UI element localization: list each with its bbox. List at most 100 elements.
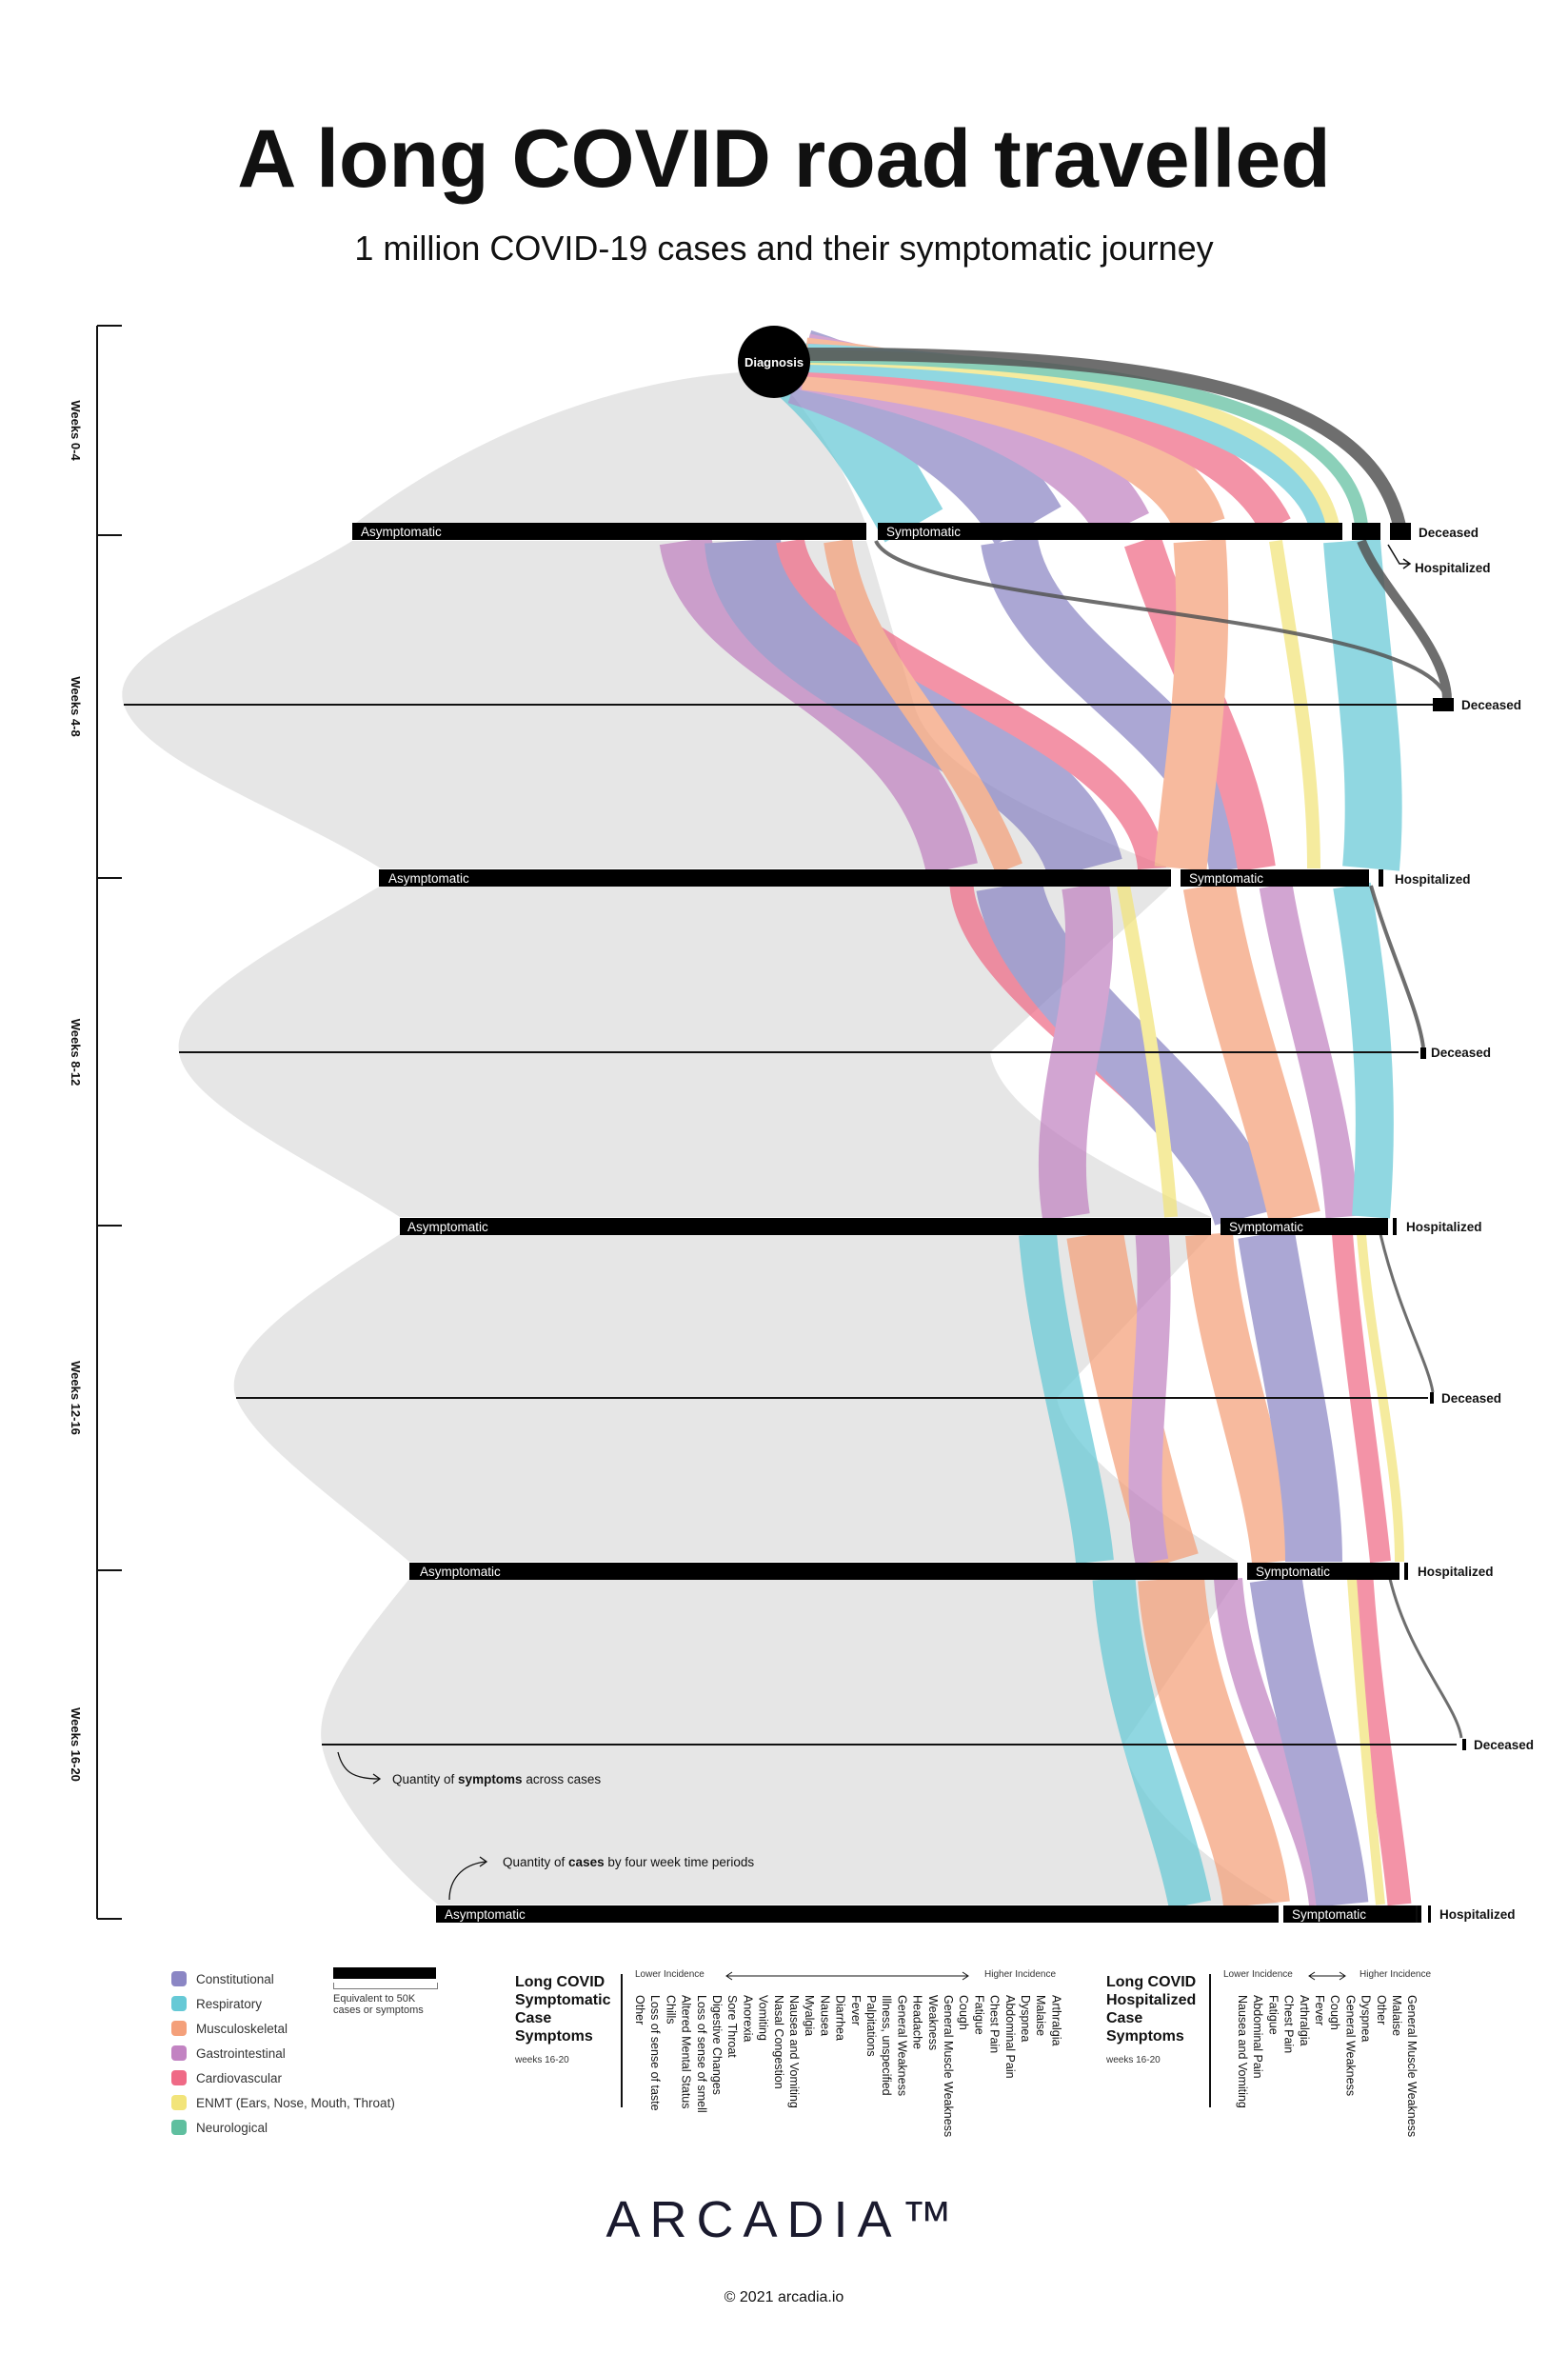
asymptomatic-bar (379, 869, 1171, 887)
symptom-name: Arthralgia (1049, 1995, 1063, 2046)
symptomatic-bar (1247, 1563, 1399, 1580)
deceased-label: Deceased (1461, 698, 1521, 712)
timeline-axis (96, 325, 122, 1920)
symptom-name: Malaise (1390, 1995, 1403, 2037)
symptomatic-label: Symptomatic (886, 525, 961, 539)
period-labels: Weeks 0-4 Weeks 4-8 Weeks 8-12 Weeks 12-… (69, 400, 83, 1782)
hospitalized-bar (1428, 1905, 1431, 1923)
hospitalized-list-heading: Long COVID Hospitalized Case Symptoms we… (1106, 1974, 1197, 2065)
symptom-name: Diarrhea (833, 1995, 847, 2041)
symptom-name: Abdominal Pain (1251, 1995, 1265, 2079)
symptomatic-bar (878, 523, 1342, 540)
symptom-name: Anorexia (741, 1995, 755, 2043)
page-subtitle: 1 million COVID-19 cases and their sympt… (354, 229, 1214, 268)
legend-item: Neurological (171, 2115, 395, 2140)
hospitalized-list-rule (1209, 1974, 1211, 2107)
deceased-bar (1420, 1047, 1426, 1059)
scale-bar (333, 1967, 436, 1979)
diagnosis-node: Diagnosis (738, 326, 810, 398)
symptomatic-label: Symptomatic (1189, 871, 1263, 886)
symptom-name: Chest Pain (1281, 1995, 1296, 2054)
legend-label: Gastrointestinal (196, 2045, 286, 2061)
symptom-name: Dyspnea (1019, 1995, 1032, 2043)
annotation-cases: Quantity of cases by four week time peri… (448, 1855, 754, 1901)
asymptomatic-label: Asymptomatic (445, 1907, 526, 1922)
symptom-name: Dyspnea (1359, 1995, 1373, 2043)
legend-item: Constitutional (171, 1966, 395, 1991)
symptom-baselines (124, 704, 1457, 1746)
hospitalized-label: Hospitalized (1418, 1565, 1494, 1579)
flow-diagram: Weeks 0-4 Weeks 4-8 Weeks 8-12 Weeks 12-… (69, 325, 1534, 1923)
hospitalized-bar (1404, 1563, 1408, 1580)
scale-text: cases or symptoms (333, 2005, 424, 2016)
symptom-name: Weakness (925, 1995, 940, 2051)
asymptomatic-bar (352, 523, 866, 540)
outcome-labels: Deceased Hospitalized Deceased Hospitali… (1395, 526, 1534, 1922)
symptom-name: Altered Mental Status (679, 1995, 693, 2109)
symptom-name: Fever (1313, 1995, 1326, 2025)
annotation-symptoms: Quantity of symptoms across cases (337, 1751, 601, 1786)
lower-incidence-label: Lower Incidence (635, 1969, 705, 1980)
legend-item: ENMT (Ears, Nose, Mouth, Throat) (171, 2090, 395, 2115)
symptomatic-bar (1221, 1218, 1388, 1235)
symptom-name: Fatigue (972, 1995, 986, 2035)
symptom-name: General Muscle Weakness (942, 1995, 955, 2138)
svg-text:Quantity of cases by four week: Quantity of cases by four week time peri… (503, 1855, 754, 1869)
symptom-name: Abdominal Pain (1002, 1995, 1017, 2079)
symptomatic-label: Symptomatic (1292, 1907, 1366, 1922)
symptom-name: General Weakness (1343, 1995, 1358, 2097)
symptom-name: Nasal Congestion (771, 1995, 785, 2089)
legend-swatch (171, 1996, 187, 2011)
symptom-name: Headache (910, 1995, 924, 2049)
legend-item: Cardiovascular (171, 2065, 395, 2090)
symptom-name: Illness, unspecified (880, 1995, 894, 2096)
symptom-name: Myalgia (803, 1995, 817, 2037)
hospitalized-arrow (1387, 544, 1418, 1923)
symptom-name: Digestive Changes (710, 1995, 724, 2095)
period-label: Weeks 0-4 (69, 400, 83, 461)
legend-item: Gastrointestinal (171, 2041, 395, 2065)
legend-label: Constitutional (196, 1971, 274, 1986)
legend-swatch (171, 2120, 187, 2135)
period-label: Weeks 16-20 (69, 1707, 83, 1782)
legend-item: Respiratory (171, 1991, 395, 2016)
symptom-name: Loss of sense of taste (648, 1995, 663, 2111)
legend-label: Musculoskeletal (196, 2021, 288, 2036)
arcadia-logo: ARCADIA™ (605, 2191, 963, 2248)
asymptomatic-label: Asymptomatic (407, 1220, 488, 1234)
period-label: Weeks 4-8 (69, 676, 83, 736)
symptom-name: Fatigue (1266, 1995, 1280, 2035)
legend-swatch (171, 1971, 187, 1986)
asymptomatic-bar (409, 1563, 1238, 1580)
symptom-name: Malaise (1034, 1995, 1048, 2037)
category-legend: Constitutional Respiratory Musculoskelet… (171, 1966, 395, 2140)
hospitalized-bar (1352, 523, 1380, 540)
higher-incidence-label: Higher Incidence (984, 1969, 1057, 1980)
symptomatic-list-heading: Long COVID Symptomatic Case Symptoms wee… (515, 1974, 611, 2065)
symptom-name: Nausea and Vomiting (787, 1995, 801, 2108)
legend-label: Respiratory (196, 1996, 263, 2011)
legend-swatch (171, 2070, 187, 2085)
lower-incidence-label: Lower Incidence (1223, 1969, 1293, 1980)
hospitalized-label: Hospitalized (1439, 1907, 1516, 1922)
higher-incidence-label: Higher Incidence (1360, 1969, 1432, 1980)
symptomatic-label: Symptomatic (1256, 1565, 1330, 1579)
asymptomatic-label: Asymptomatic (420, 1565, 501, 1579)
symptom-name: Other (633, 1995, 646, 2025)
legend-swatch (171, 2045, 187, 2061)
diagnosis-label: Diagnosis (744, 355, 804, 369)
asymptomatic-label: Asymptomatic (361, 525, 442, 539)
deceased-label: Deceased (1431, 1046, 1491, 1060)
incidence-arrow (1308, 1971, 1346, 1981)
symptom-name: Cough (957, 1995, 971, 2030)
scale-bracket (333, 1983, 438, 1989)
deceased-bar (1430, 1392, 1434, 1404)
incidence-arrow (725, 1971, 969, 1981)
asymptomatic-bar (400, 1218, 1211, 1235)
hospitalized-label: Hospitalized (1406, 1220, 1482, 1234)
symptomatic-label: Symptomatic (1229, 1220, 1303, 1234)
symptom-name: Nausea (818, 1995, 832, 2037)
period-label: Weeks 12-16 (69, 1361, 83, 1435)
scale-text: Equivalent to 50K (333, 1993, 416, 2005)
symptom-name: Cough (1328, 1995, 1342, 2030)
